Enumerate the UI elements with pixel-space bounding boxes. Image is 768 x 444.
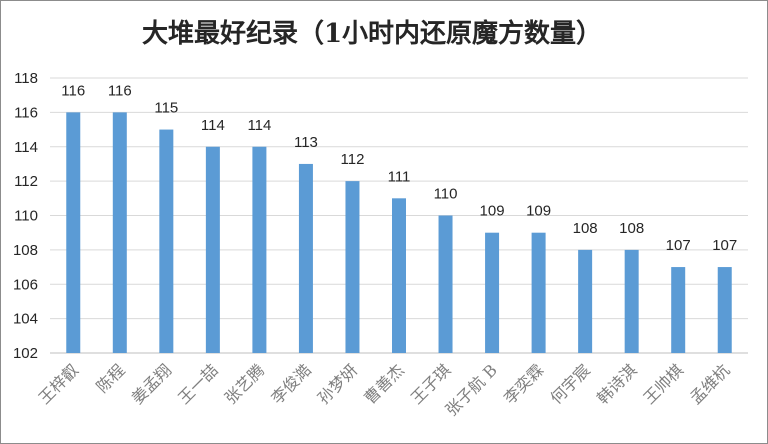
bar	[624, 249, 639, 353]
x-category-label: 王梓叡	[35, 360, 82, 407]
bar	[159, 129, 174, 353]
x-category-label: 孙梦妍	[314, 360, 361, 407]
data-label: 107	[666, 237, 691, 254]
data-label: 107	[712, 237, 737, 254]
y-tick-label: 108	[13, 242, 38, 259]
data-label: 115	[154, 100, 178, 117]
bar	[66, 112, 81, 353]
bar	[345, 181, 360, 353]
bar	[671, 267, 686, 353]
data-label: 116	[108, 82, 132, 99]
y-tick-label: 116	[14, 104, 38, 121]
bar	[252, 146, 267, 353]
y-tick-label: 118	[14, 70, 38, 87]
x-category-label: 李俊澔	[267, 360, 314, 407]
y-tick-label: 106	[13, 276, 38, 293]
bar	[717, 267, 732, 353]
data-label: 116	[61, 82, 85, 99]
data-label: 110	[434, 186, 458, 203]
data-label: 112	[341, 151, 365, 168]
bar	[578, 249, 593, 353]
y-tick-label: 114	[14, 139, 38, 156]
data-label: 114	[247, 117, 271, 134]
x-category-label: 王帅棋	[640, 360, 687, 407]
data-label: 109	[526, 203, 551, 220]
bar	[205, 146, 220, 353]
data-label: 108	[619, 220, 644, 237]
x-category-label: 张艺腾	[221, 360, 268, 407]
x-category-label: 曹善杰	[360, 360, 407, 407]
y-tick-label: 110	[14, 208, 38, 225]
y-tick-label: 102	[13, 345, 38, 362]
data-label: 114	[201, 117, 225, 134]
data-label: 109	[480, 203, 505, 220]
x-category-label: 韩诗淇	[593, 360, 640, 407]
data-label: 108	[573, 220, 598, 237]
x-category-label: 张子航 B	[442, 360, 501, 419]
x-category-label: 姜孟翔	[128, 360, 175, 407]
y-tick-label: 112	[14, 173, 38, 190]
bar	[531, 232, 546, 353]
y-tick-label: 104	[13, 311, 38, 328]
x-category-label: 王一喆	[174, 360, 221, 407]
bar	[112, 112, 127, 353]
data-label: 111	[388, 168, 411, 185]
chart-title: 大堆最好纪录（1小时内还原魔方数量）	[142, 18, 602, 49]
x-category-label: 李奕霖	[500, 360, 547, 407]
bar	[298, 163, 313, 353]
x-category-label: 何宇宸	[547, 360, 594, 407]
data-label: 113	[294, 134, 318, 151]
bar	[485, 232, 500, 353]
bar	[438, 215, 453, 353]
x-category-label: 陈程	[93, 360, 129, 396]
x-category-label: 孟维杭	[686, 360, 733, 407]
bar	[392, 198, 406, 353]
